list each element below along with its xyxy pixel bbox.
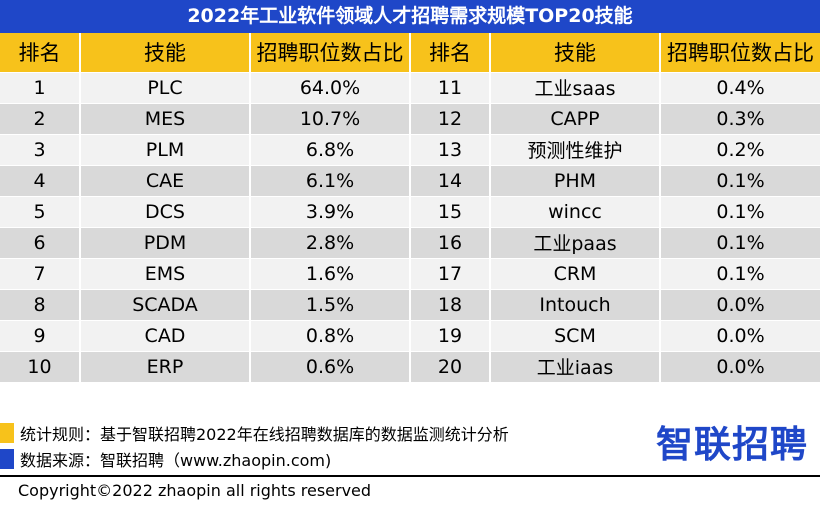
header-rank-left: 排名 bbox=[0, 33, 81, 72]
cell-skill-left: PLC bbox=[80, 72, 251, 103]
copyright-text: Copyright©2022 zhaopin all rights reserv… bbox=[18, 481, 372, 500]
page-title: 2022年工业软件领域人才招聘需求规模TOP20技能 bbox=[0, 0, 820, 33]
stat-rule-text: 统计规则：基于智联招聘2022年在线招聘数据库的数据监测统计分析 bbox=[20, 425, 509, 444]
zhaopin-logo: 智联招聘 bbox=[656, 423, 808, 466]
table-row: 4 CAE 6.1% 14 PHM 0.1% bbox=[0, 165, 820, 196]
stat-rule-note: 统计规则：基于智联招聘2022年在线招聘数据库的数据监测统计分析 bbox=[0, 421, 509, 445]
cell-skill-right: PHM bbox=[490, 165, 661, 196]
cell-skill-left: CAE bbox=[80, 165, 251, 196]
cell-share-right: 0.0% bbox=[660, 289, 820, 320]
cell-share-left: 1.5% bbox=[250, 289, 411, 320]
data-source-text: 数据来源：智联招聘（www.zhaopin.com) bbox=[20, 451, 332, 470]
cell-skill-right: wincc bbox=[490, 196, 661, 227]
cell-skill-right: CAPP bbox=[490, 103, 661, 134]
cell-share-right: 0.1% bbox=[660, 165, 820, 196]
cell-skill-left: CAD bbox=[80, 320, 251, 351]
header-skill-left: 技能 bbox=[80, 33, 251, 72]
cell-share-right: 0.3% bbox=[660, 103, 820, 134]
header-share-left: 招聘职位数占比 bbox=[250, 33, 411, 72]
cell-rank-right: 19 bbox=[410, 320, 491, 351]
table-row: 8 SCADA 1.5% 18 Intouch 0.0% bbox=[0, 289, 820, 320]
cell-skill-left: PDM bbox=[80, 227, 251, 258]
blue-marker bbox=[0, 449, 14, 469]
table-header-row: 排名 技能 招聘职位数占比 排名 技能 招聘职位数占比 bbox=[0, 33, 820, 72]
cell-share-left: 1.6% bbox=[250, 258, 411, 289]
cell-share-left: 6.1% bbox=[250, 165, 411, 196]
data-source-note: 数据来源：智联招聘（www.zhaopin.com) bbox=[0, 447, 331, 471]
cell-skill-left: SCADA bbox=[80, 289, 251, 320]
table-row: 5 DCS 3.9% 15 wincc 0.1% bbox=[0, 196, 820, 227]
cell-share-right: 0.0% bbox=[660, 351, 820, 382]
cell-skill-left: DCS bbox=[80, 196, 251, 227]
cell-skill-left: PLM bbox=[80, 134, 251, 165]
cell-rank-right: 16 bbox=[410, 227, 491, 258]
cell-share-right: 0.1% bbox=[660, 258, 820, 289]
cell-rank-right: 15 bbox=[410, 196, 491, 227]
cell-skill-left: ERP bbox=[80, 351, 251, 382]
cell-skill-right: Intouch bbox=[490, 289, 661, 320]
cell-rank-left: 9 bbox=[0, 320, 81, 351]
cell-rank-left: 6 bbox=[0, 227, 81, 258]
cell-skill-left: MES bbox=[80, 103, 251, 134]
cell-share-right: 0.0% bbox=[660, 320, 820, 351]
cell-share-right: 0.2% bbox=[660, 134, 820, 165]
cell-rank-right: 12 bbox=[410, 103, 491, 134]
cell-rank-right: 18 bbox=[410, 289, 491, 320]
cell-share-right: 0.1% bbox=[660, 196, 820, 227]
cell-skill-right: CRM bbox=[490, 258, 661, 289]
cell-skill-left: EMS bbox=[80, 258, 251, 289]
cell-rank-left: 3 bbox=[0, 134, 81, 165]
table-row: 6 PDM 2.8% 16 工业paas 0.1% bbox=[0, 227, 820, 258]
cell-share-right: 0.1% bbox=[660, 227, 820, 258]
table-row: 7 EMS 1.6% 17 CRM 0.1% bbox=[0, 258, 820, 289]
cell-rank-right: 14 bbox=[410, 165, 491, 196]
cell-share-left: 0.8% bbox=[250, 320, 411, 351]
header-rank-right: 排名 bbox=[410, 33, 491, 72]
table-row: 2 MES 10.7% 12 CAPP 0.3% bbox=[0, 103, 820, 134]
cell-skill-right: 工业saas bbox=[490, 72, 661, 103]
cell-share-right: 0.4% bbox=[660, 72, 820, 103]
cell-skill-right: 预测性维护 bbox=[490, 134, 661, 165]
cell-rank-left: 8 bbox=[0, 289, 81, 320]
cell-rank-left: 2 bbox=[0, 103, 81, 134]
header-skill-right: 技能 bbox=[490, 33, 661, 72]
cell-rank-left: 5 bbox=[0, 196, 81, 227]
cell-share-left: 6.8% bbox=[250, 134, 411, 165]
header-share-right: 招聘职位数占比 bbox=[660, 33, 820, 72]
cell-rank-right: 20 bbox=[410, 351, 491, 382]
cell-share-left: 0.6% bbox=[250, 351, 411, 382]
yellow-marker bbox=[0, 423, 14, 443]
cell-share-left: 2.8% bbox=[250, 227, 411, 258]
table-row: 10 ERP 0.6% 20 工业iaas 0.0% bbox=[0, 351, 820, 382]
cell-rank-left: 4 bbox=[0, 165, 81, 196]
table-row: 3 PLM 6.8% 13 预测性维护 0.2% bbox=[0, 134, 820, 165]
cell-rank-left: 7 bbox=[0, 258, 81, 289]
cell-rank-left: 10 bbox=[0, 351, 81, 382]
cell-share-left: 64.0% bbox=[250, 72, 411, 103]
cell-rank-left: 1 bbox=[0, 72, 81, 103]
cell-share-left: 3.9% bbox=[250, 196, 411, 227]
skills-table: 排名 技能 招聘职位数占比 排名 技能 招聘职位数占比 1 PLC 64.0% 11 工… bbox=[0, 33, 820, 383]
cell-skill-right: 工业iaas bbox=[490, 351, 661, 382]
divider bbox=[0, 475, 820, 477]
cell-rank-right: 13 bbox=[410, 134, 491, 165]
table-row: 1 PLC 64.0% 11 工业saas 0.4% bbox=[0, 72, 820, 103]
table-row: 9 CAD 0.8% 19 SCM 0.0% bbox=[0, 320, 820, 351]
cell-rank-right: 11 bbox=[410, 72, 491, 103]
cell-rank-right: 17 bbox=[410, 258, 491, 289]
cell-skill-right: 工业paas bbox=[490, 227, 661, 258]
cell-share-left: 10.7% bbox=[250, 103, 411, 134]
cell-skill-right: SCM bbox=[490, 320, 661, 351]
